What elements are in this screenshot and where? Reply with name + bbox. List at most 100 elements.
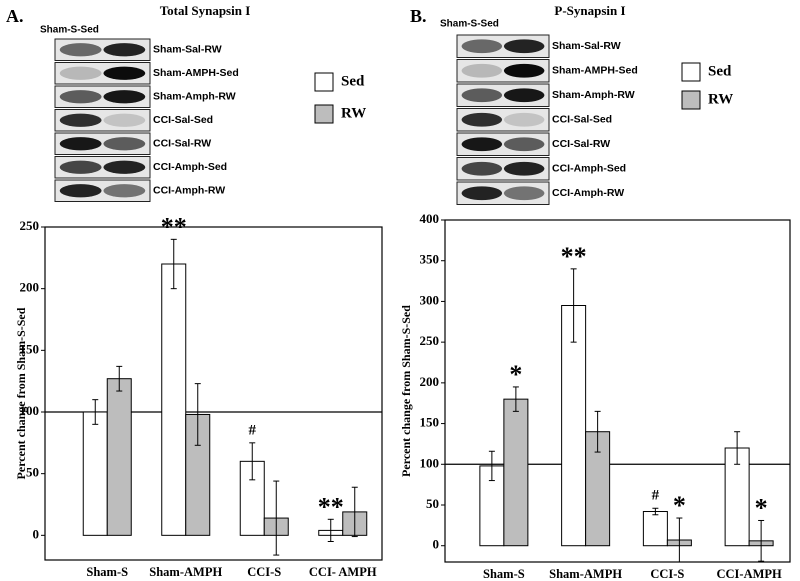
- bar: [642, 511, 668, 547]
- significance-mark: **: [161, 212, 187, 241]
- blot-label: Sham-AMPH-Sed: [552, 65, 638, 77]
- blot-band: [103, 66, 146, 80]
- bar: [106, 378, 132, 536]
- significance-mark: *: [755, 493, 768, 522]
- blot-band: [103, 90, 146, 104]
- blot-header: Sham-S-Sed: [40, 25, 99, 36]
- blot-band: [103, 184, 146, 198]
- significance-mark: #: [249, 422, 257, 438]
- panel-letter: A.: [6, 6, 24, 26]
- blot-label: Sham-Amph-RW: [153, 91, 236, 103]
- error-bar: [734, 431, 741, 465]
- blot-band: [503, 112, 545, 127]
- blot-band: [59, 90, 102, 104]
- legend-label: RW: [708, 91, 733, 107]
- y-tick-label: 100: [20, 403, 40, 418]
- y-tick-label: 150: [420, 415, 440, 430]
- panel-title: P-Synapsin I: [554, 3, 625, 18]
- blot-band: [103, 160, 146, 174]
- legend-swatch: [314, 104, 334, 124]
- blot-band: [503, 63, 545, 78]
- blot-label: CCI-Sal-RW: [153, 138, 211, 150]
- blot-band: [59, 184, 102, 198]
- blot-band: [461, 161, 503, 176]
- significance-mark: **: [561, 242, 587, 271]
- bar: [82, 411, 108, 536]
- error-bar: [116, 365, 123, 392]
- blot-band: [103, 43, 146, 57]
- error-bar: [351, 486, 358, 538]
- x-tick-label: Sham-S: [483, 567, 525, 581]
- error-bar: [273, 480, 280, 556]
- blot-label: Sham-Sal-RW: [552, 40, 621, 52]
- error-bar: [570, 268, 577, 343]
- y-tick-label: 150: [20, 341, 40, 356]
- x-tick-label: CCI-S: [650, 567, 684, 581]
- bar: [239, 460, 265, 536]
- x-tick-label: Sham-AMPH: [549, 567, 622, 581]
- y-tick-label: 0: [433, 537, 440, 552]
- error-bar: [194, 383, 201, 446]
- blot-band: [59, 137, 102, 151]
- legend-label: Sed: [341, 73, 365, 89]
- panel-title: Total Synapsin I: [160, 3, 251, 18]
- blot-band: [103, 113, 146, 127]
- y-tick-label: 250: [420, 333, 440, 348]
- legend-label: RW: [341, 105, 366, 121]
- plot-frame: [44, 226, 383, 561]
- blot-band: [103, 137, 146, 151]
- blot-label: CCI-Amph-Sed: [552, 163, 626, 175]
- blot-label: Sham-AMPH-Sed: [153, 67, 239, 79]
- blot-band: [503, 186, 545, 201]
- legend-swatch: [314, 72, 334, 92]
- blot-band: [59, 113, 102, 127]
- blot-band: [503, 161, 545, 176]
- blot-label: CCI-Amph-Sed: [153, 161, 227, 173]
- error-bar: [758, 519, 765, 562]
- blot-band: [59, 43, 102, 57]
- legend-swatch: [681, 62, 701, 82]
- plot-frame: [444, 219, 791, 563]
- legend-swatch: [681, 90, 701, 110]
- y-tick-label: 100: [420, 455, 440, 470]
- error-bar: [488, 450, 495, 482]
- blot-band: [461, 112, 503, 127]
- y-tick-label: 50: [426, 496, 439, 511]
- error-bar: [170, 238, 177, 290]
- legend-label: Sed: [708, 63, 732, 79]
- y-tick-label: 350: [420, 252, 440, 267]
- y-tick-label: 50: [26, 465, 39, 480]
- significance-mark: **: [318, 492, 344, 521]
- blot-band: [461, 186, 503, 201]
- y-tick-label: 200: [420, 374, 440, 389]
- error-bar: [676, 517, 683, 563]
- panel-letter: B.: [410, 6, 427, 26]
- x-tick-label: Sham-S: [86, 565, 128, 579]
- blot-band: [503, 88, 545, 103]
- blot-label: Sham-Sal-RW: [153, 44, 222, 56]
- blot-band: [461, 88, 503, 103]
- error-bar: [512, 386, 519, 412]
- blot-label: CCI-Sal-Sed: [552, 114, 612, 126]
- error-bar: [249, 442, 256, 481]
- blot-band: [503, 137, 545, 152]
- error-bar: [327, 518, 334, 542]
- blot-label: CCI-Sal-RW: [552, 138, 610, 150]
- x-tick-label: CCI- AMPH: [309, 565, 377, 579]
- y-tick-label: 400: [420, 211, 440, 226]
- blot-label: Sham-Amph-RW: [552, 89, 635, 101]
- blot-label: CCI-Amph-RW: [153, 185, 225, 197]
- blot-label: CCI-Sal-Sed: [153, 114, 213, 126]
- blot-band: [461, 39, 503, 54]
- error-bar: [92, 399, 99, 425]
- y-axis-label: Percent change from Sham-S-Sed: [14, 307, 28, 479]
- blot-band: [59, 66, 102, 80]
- blot-band: [461, 137, 503, 152]
- blot-band: [59, 160, 102, 174]
- blot-label: CCI-Amph-RW: [552, 187, 624, 199]
- x-tick-label: Sham-AMPH: [149, 565, 222, 579]
- error-bar: [652, 507, 659, 516]
- y-tick-label: 0: [33, 526, 40, 541]
- x-tick-label: CCI-S: [247, 565, 281, 579]
